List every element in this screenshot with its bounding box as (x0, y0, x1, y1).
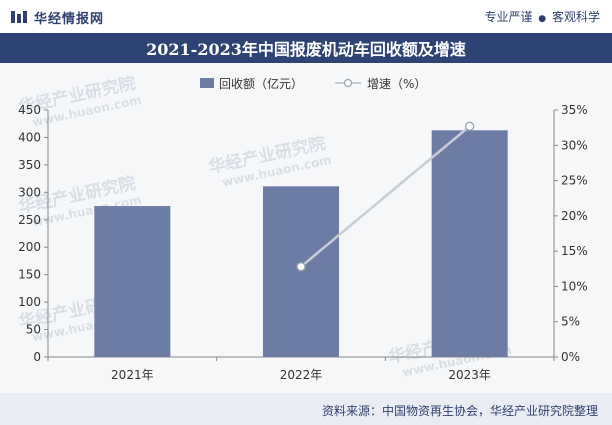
y-right-tick-label: 0% (561, 350, 580, 364)
y-left-tick-label: 0 (33, 350, 41, 364)
brand: 华经情报网 (10, 8, 105, 27)
y-left-tick-label: 150 (18, 268, 41, 282)
chart-area: 华经产业研究院 www.huaon.com 华经产业研究院 www.huaon.com… (0, 63, 612, 393)
y-left-tick-label: 400 (18, 130, 41, 144)
y-right-tick-label: 5% (561, 315, 580, 329)
tagline-separator: ● (538, 14, 547, 24)
y-right-tick-label: 10% (561, 279, 588, 293)
legend-bar-label: 回收额（亿元） (219, 76, 303, 91)
y-right-tick-label: 25% (561, 174, 588, 188)
y-left-tick-label: 350 (18, 158, 41, 172)
brand-logo-icon (11, 11, 27, 23)
title-bar: 2021-2023年中国报废机动车回收额及增速 (0, 33, 612, 63)
tagline-left: 专业严谨 (484, 10, 533, 24)
x-tick-label: 2021年 (111, 368, 154, 382)
y-left-tick-label: 200 (18, 240, 41, 254)
y-right-tick-label: 15% (561, 244, 588, 258)
legend: 回收额（亿元） 增速（%） (200, 76, 426, 91)
footer: 资料来源：中国物资再生协会，华经产业研究院整理 (0, 393, 612, 425)
bar-2022年 (263, 186, 339, 357)
top-header: 华经情报网 专业严谨 ● 客观科学 (0, 0, 612, 32)
source-note: 资料来源：中国物资再生协会，华经产业研究院整理 (321, 404, 598, 418)
y-left-tick-label: 250 (18, 213, 41, 227)
tagline: 专业严谨 ● 客观科学 (484, 8, 600, 25)
y-left-tick-label: 100 (18, 295, 41, 309)
y-right-tick-label: 30% (561, 138, 588, 152)
legend-line-marker (343, 78, 353, 88)
line-series (296, 121, 475, 272)
y-right-tick-label: 35% (561, 103, 588, 117)
x-tick-label: 2022年 (280, 368, 323, 382)
chart-title: 2021-2023年中国报废机动车回收额及增速 (146, 40, 466, 59)
x-tick-label: 2023年 (448, 368, 491, 382)
growth-point-2022年 (296, 262, 306, 272)
growth-point-2023年 (465, 121, 475, 131)
y-right-tick-label: 20% (561, 209, 588, 223)
legend-bar-swatch (200, 78, 214, 88)
bar-2023年 (431, 130, 508, 357)
y-left-tick-label: 450 (18, 103, 41, 117)
y-left-tick-label: 300 (18, 185, 41, 199)
chart-svg: 华经产业研究院www.huaon.com华经产业研究院www.huaon.com… (17, 73, 588, 382)
legend-line-label: 增速（%） (367, 77, 426, 91)
bar-series (94, 130, 508, 357)
bar-2021年 (94, 206, 171, 357)
brand-name: 华经情报网 (34, 11, 105, 27)
y-left-tick-label: 50 (26, 323, 41, 337)
growth-line (300, 125, 471, 268)
tagline-right: 客观科学 (551, 10, 600, 24)
